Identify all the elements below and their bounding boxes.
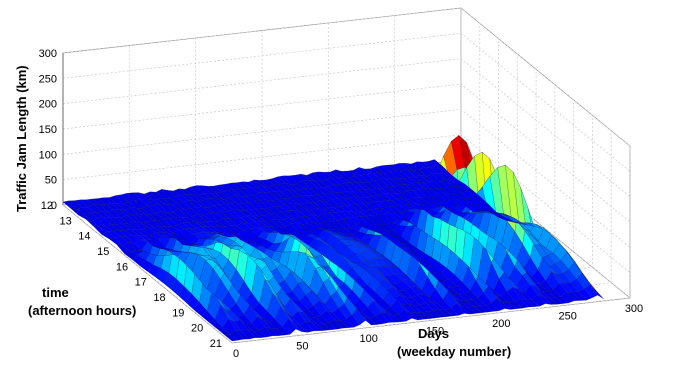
x-tick-label: 0 bbox=[233, 348, 239, 360]
x-tick-label: 200 bbox=[492, 318, 510, 330]
z-axis-label: Traffic Jam Length (km) bbox=[14, 65, 29, 212]
y-tick-label: 17 bbox=[135, 277, 147, 289]
surface-patch bbox=[428, 159, 443, 167]
y-axis-label-line1: time bbox=[42, 285, 69, 300]
z-tick-label: 0 bbox=[51, 200, 57, 212]
x-tick-label: 50 bbox=[296, 341, 308, 353]
x-tick-label: 250 bbox=[558, 311, 576, 323]
y-tick-label: 14 bbox=[78, 231, 90, 243]
surface-mesh bbox=[62, 134, 604, 342]
y-tick-label: 16 bbox=[116, 261, 128, 273]
y-axis-label-line2: (afternoon hours) bbox=[28, 303, 136, 318]
y-tick-label: 13 bbox=[60, 215, 72, 227]
x-tick-label: 150 bbox=[426, 326, 444, 338]
x-tick-label: 300 bbox=[625, 303, 643, 315]
x-axis-label-line2: (weekday number) bbox=[397, 344, 511, 359]
z-tick-label: 50 bbox=[45, 175, 57, 187]
z-tick-label: 300 bbox=[39, 48, 57, 60]
axis-ticks: 0 50 100 150 200 250 300 12 13 14 15 16 17 18 19 20 21 0 5… bbox=[39, 48, 644, 360]
x-axis-label-line1: Days bbox=[418, 326, 449, 341]
z-tick-label: 200 bbox=[39, 99, 57, 111]
y-gridline bbox=[231, 146, 631, 344]
y-tick-label: 20 bbox=[191, 323, 203, 335]
y-tick-label: 19 bbox=[172, 307, 184, 319]
z-tick-label: 100 bbox=[39, 149, 57, 161]
z-tick-label: 150 bbox=[39, 124, 57, 136]
y-tick-label: 15 bbox=[97, 246, 109, 258]
y-tick-label: 18 bbox=[153, 292, 165, 304]
y-tick-label: 12 bbox=[41, 200, 53, 212]
y-tick-label: 21 bbox=[210, 338, 222, 350]
x-gridline bbox=[62, 53, 233, 344]
x-tick-label: 100 bbox=[359, 333, 377, 345]
z-tick-label: 250 bbox=[39, 73, 57, 85]
